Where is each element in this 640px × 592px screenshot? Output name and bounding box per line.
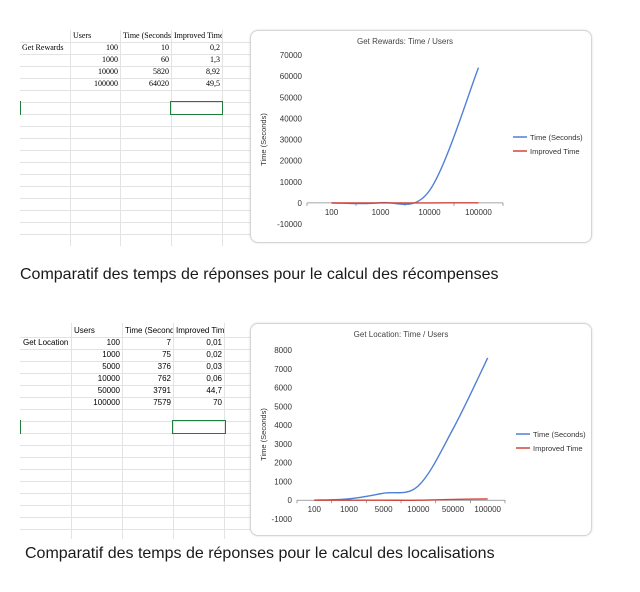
header-users: Users bbox=[73, 31, 92, 40]
caption-rewards: Comparatif des temps de réponses pour le… bbox=[20, 266, 499, 283]
users-cell: 100 bbox=[106, 43, 118, 52]
selected-cell[interactable] bbox=[172, 420, 226, 434]
users-cell: 50000 bbox=[97, 386, 120, 395]
y-tick-label: 20000 bbox=[280, 157, 303, 166]
legend-label: Time (Seconds) bbox=[533, 430, 586, 439]
time-cell: 7579 bbox=[153, 398, 171, 407]
y-tick-label: 0 bbox=[288, 496, 293, 505]
x-tick-label: 50000 bbox=[442, 505, 465, 514]
spreadsheet-rewards: Users Time (Seconds) Improved Time Get R… bbox=[20, 30, 250, 246]
x-tick-label: 100 bbox=[325, 208, 339, 217]
time-cell: 64020 bbox=[149, 79, 169, 88]
y-tick-label: 4000 bbox=[274, 421, 292, 430]
legend-label: Time (Seconds) bbox=[530, 133, 583, 142]
chart-title: Get Location: Time / Users bbox=[354, 330, 449, 339]
legend-label: Improved Time bbox=[530, 147, 580, 156]
users-cell: 1000 bbox=[102, 55, 118, 64]
improved-cell: 0,2 bbox=[210, 43, 220, 52]
y-tick-label: 8000 bbox=[274, 346, 292, 355]
time-cell: 5820 bbox=[153, 67, 169, 76]
improved-cell: 0,03 bbox=[206, 362, 222, 371]
y-tick-label: -10000 bbox=[277, 220, 302, 229]
improved-cell: 8,92 bbox=[206, 67, 220, 76]
header-users: Users bbox=[74, 326, 95, 335]
caption-location: Comparatif des temps de réponses pour le… bbox=[25, 545, 495, 562]
spreadsheet-location: Users Time (Seconds) Improved Time Get L… bbox=[20, 323, 250, 539]
time-cell: 3791 bbox=[153, 386, 171, 395]
y-tick-label: 7000 bbox=[274, 365, 292, 374]
x-tick-label: 100 bbox=[308, 505, 322, 514]
row-header-edge bbox=[20, 420, 21, 434]
x-tick-label: 5000 bbox=[375, 505, 393, 514]
y-tick-label: 2000 bbox=[274, 459, 292, 468]
series-line-time-seconds bbox=[314, 357, 489, 501]
row-label-get-location: Get Location bbox=[23, 338, 69, 347]
y-tick-label: 60000 bbox=[280, 72, 303, 81]
x-tick-label: 10000 bbox=[407, 505, 430, 514]
y-tick-label: 1000 bbox=[274, 477, 292, 486]
improved-cell: 44,7 bbox=[206, 386, 222, 395]
time-cell: 376 bbox=[157, 362, 171, 371]
x-tick-label: 1000 bbox=[372, 208, 390, 217]
users-cell: 100 bbox=[106, 338, 120, 347]
chart-title: Get Rewards: Time / Users bbox=[357, 37, 453, 46]
y-axis-label: Time (Seconds) bbox=[259, 408, 268, 461]
time-cell: 7 bbox=[166, 338, 171, 347]
y-tick-label: 5000 bbox=[274, 402, 292, 411]
y-tick-label: 30000 bbox=[280, 136, 303, 145]
improved-cell: 70 bbox=[213, 398, 222, 407]
x-tick-label: 10000 bbox=[418, 208, 441, 217]
time-cell: 10 bbox=[161, 43, 169, 52]
users-cell: 5000 bbox=[102, 362, 120, 371]
y-tick-label: -1000 bbox=[272, 515, 293, 524]
y-tick-label: 0 bbox=[298, 199, 303, 208]
y-axis-label: Time (Seconds) bbox=[259, 113, 268, 166]
location-chart: Get Location: Time / Users -1000 0 1000 2000… bbox=[259, 330, 586, 524]
legend-label: Improved Time bbox=[533, 444, 583, 453]
x-tick-label: 100000 bbox=[474, 505, 501, 514]
header-time-seconds: Time (Seconds) bbox=[125, 326, 173, 335]
header-improved-time: Improved Time bbox=[174, 31, 222, 40]
improved-cell: 49,5 bbox=[206, 79, 220, 88]
improved-cell: 0,01 bbox=[206, 338, 222, 347]
time-cell: 762 bbox=[157, 374, 171, 383]
y-tick-label: 40000 bbox=[280, 114, 303, 123]
header-time-seconds: Time (Seconds) bbox=[123, 31, 171, 40]
users-cell: 10000 bbox=[97, 374, 120, 383]
improved-cell: 1,3 bbox=[210, 55, 220, 64]
y-tick-label: 3000 bbox=[274, 440, 292, 449]
time-cell: 75 bbox=[162, 350, 171, 359]
y-tick-label: 50000 bbox=[280, 93, 303, 102]
series-line-improved-time bbox=[314, 498, 488, 501]
header-improved-time: Improved Time bbox=[176, 326, 224, 335]
row-label-get-rewards: Get Rewards bbox=[22, 43, 64, 52]
row-header-edge bbox=[20, 101, 21, 115]
improved-cell: 0,06 bbox=[206, 374, 222, 383]
chart-card-rewards[interactable]: Get Rewards: Time / Users -10000 0 10000 200… bbox=[250, 30, 592, 243]
series-line-time-seconds bbox=[331, 67, 480, 205]
users-cell: 1000 bbox=[102, 350, 120, 359]
users-cell: 100000 bbox=[93, 398, 120, 407]
improved-cell: 0,02 bbox=[206, 350, 222, 359]
chart-card-location[interactable]: Get Location: Time / Users -1000 0 1000 2000… bbox=[250, 323, 592, 536]
selected-cell[interactable] bbox=[170, 101, 223, 115]
x-tick-label: 100000 bbox=[465, 208, 492, 217]
x-tick-label: 1000 bbox=[340, 505, 358, 514]
y-tick-label: 70000 bbox=[280, 51, 303, 60]
rewards-chart: Get Rewards: Time / Users -10000 0 10000 200… bbox=[259, 37, 583, 229]
users-cell: 10000 bbox=[98, 67, 118, 76]
time-cell: 60 bbox=[161, 55, 169, 64]
y-tick-label: 10000 bbox=[280, 178, 303, 187]
users-cell: 100000 bbox=[94, 79, 118, 88]
y-tick-label: 6000 bbox=[274, 384, 292, 393]
